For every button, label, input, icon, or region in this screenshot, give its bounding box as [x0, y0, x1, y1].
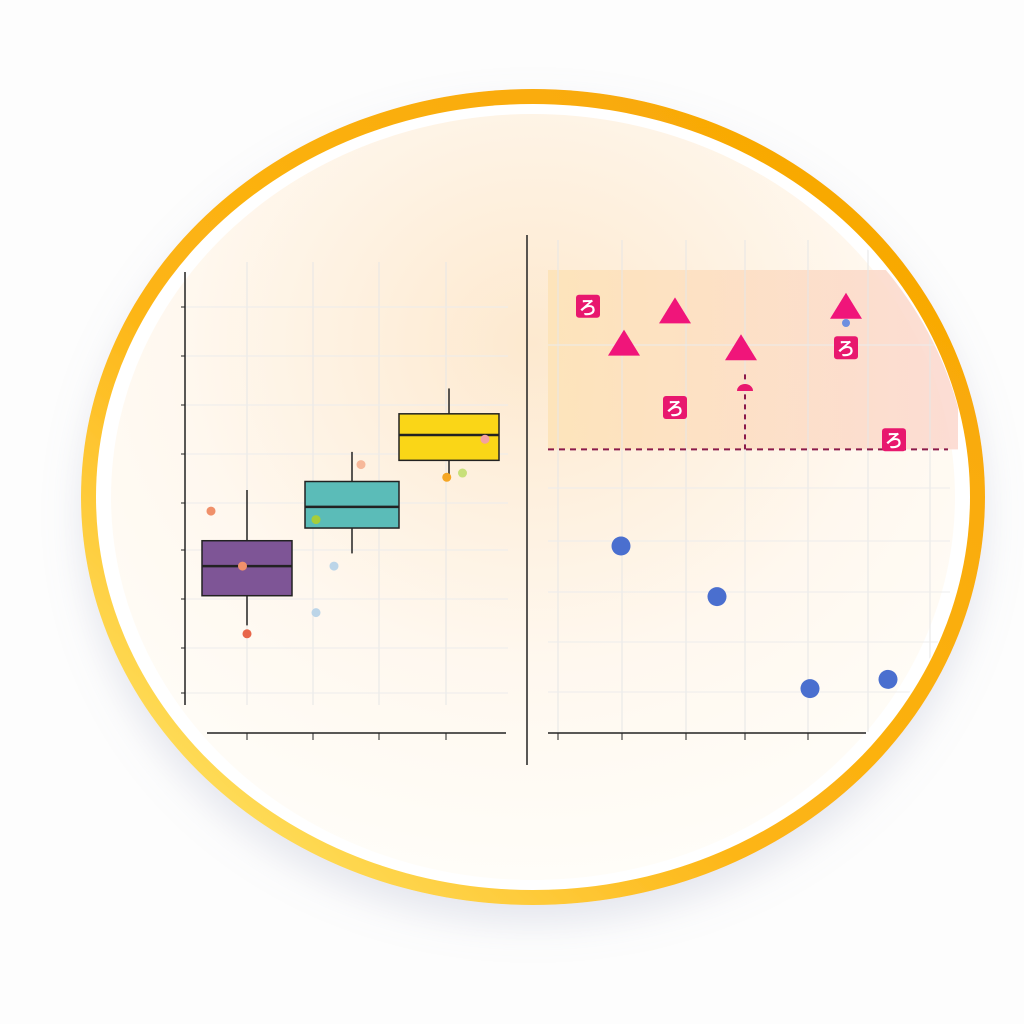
box-body: [201, 539, 293, 597]
scatter-triangle-point: [830, 292, 862, 319]
scatter-square-marker: [834, 336, 858, 360]
scatter-square-point: ろ: [882, 428, 906, 452]
box-outlier-point: [238, 561, 247, 571]
threshold-marker: [737, 384, 753, 391]
scatter-circle-point: [611, 536, 631, 556]
scatter-square-glyph: ろ: [837, 339, 855, 360]
scatter-square-marker: [882, 428, 906, 452]
scatter-triangle-point: [725, 334, 757, 361]
box-outlier-point: [458, 468, 467, 478]
badge-background: [111, 114, 955, 880]
box-outlier-point: [329, 561, 339, 571]
box-outlier-point: [442, 472, 452, 482]
box-body: [304, 480, 400, 529]
box-outlier-point: [311, 515, 321, 525]
scatter-square-point: ろ: [663, 396, 687, 420]
box-outlier-point: [356, 460, 366, 470]
scatter-square-marker: [576, 294, 600, 318]
scatter-small-point: [842, 319, 850, 327]
scatter-square-glyph: ろ: [885, 431, 903, 452]
scatter-circle-point: [878, 669, 898, 689]
scatter-square-marker: [663, 396, 687, 419]
scatter-square-point: ろ: [834, 336, 858, 360]
box-outlier-point: [206, 506, 216, 516]
scatter-square-glyph: ろ: [579, 298, 597, 319]
scatter-triangle-point: [608, 329, 640, 356]
scatter-square-point: ろ: [576, 294, 600, 319]
box-outlier-point: [242, 629, 252, 639]
scatter-triangle-point: [659, 297, 691, 324]
scatter-circle-point: [707, 587, 727, 607]
box-outlier-point: [311, 608, 321, 618]
box-outlier-point: [480, 434, 490, 444]
scatter-circle-point: [800, 679, 820, 699]
scatter-square-glyph: ろ: [666, 399, 684, 420]
